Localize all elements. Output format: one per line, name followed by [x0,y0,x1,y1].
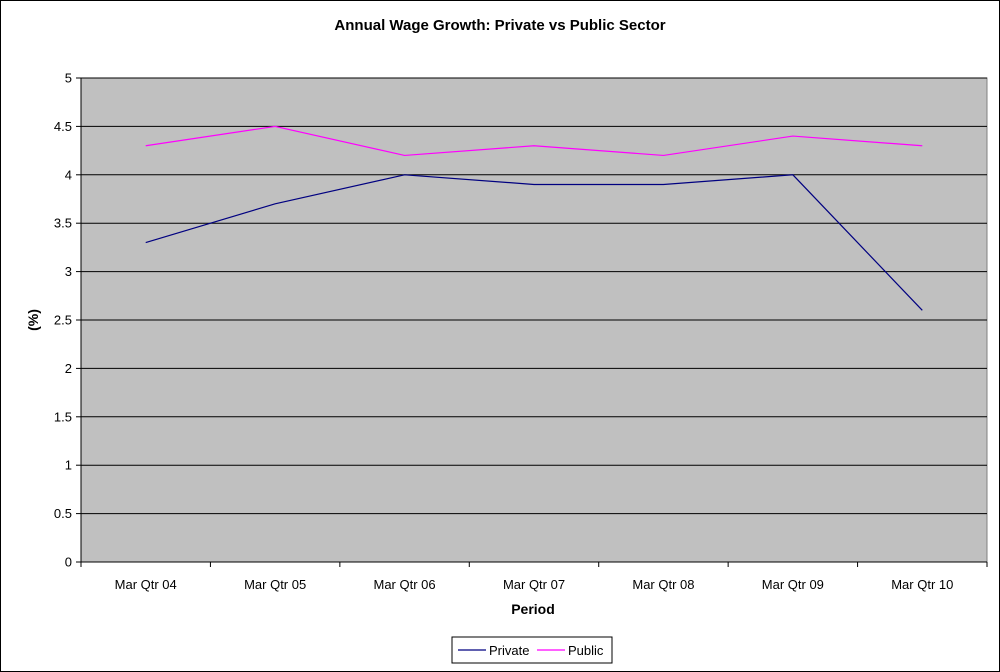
series-line-public [145,125,923,157]
legend-label-private: Private [489,643,529,658]
x-tick-label: Mar Qtr 08 [632,577,694,592]
series-line-private [145,174,923,311]
axes [76,77,988,567]
legend-label-public: Public [568,643,604,658]
x-tick-label: Mar Qtr 10 [891,577,953,592]
y-tick-labels: 0 0.5 1 1.5 2 2.5 3 3.5 4 4.5 5 [54,71,72,570]
y-tick-label: 3.5 [54,216,72,231]
y-tick-label: 3 [65,264,72,279]
y-tick-label: 2.5 [54,313,72,328]
y-tick-label: 4 [65,167,72,182]
x-axis-title: Period [511,601,555,617]
y-tick-label: 5 [65,71,72,86]
x-tick-labels: Mar Qtr 04 Mar Qtr 05 Mar Qtr 06 Mar Qtr 07… [115,577,954,592]
x-tick-label: Mar Qtr 04 [115,577,177,592]
x-tick-label: Mar Qtr 06 [374,577,436,592]
x-tick-label: Mar Qtr 05 [244,577,306,592]
y-tick-label: 1.5 [54,409,72,424]
y-tick-label: 4.5 [54,119,72,134]
x-tick-label: Mar Qtr 07 [503,577,565,592]
series-lines [145,125,923,311]
y-tick-label: 0.5 [54,506,72,521]
chart-title: Annual Wage Growth: Private vs Public Se… [334,17,665,34]
x-tick-label: Mar Qtr 09 [762,577,824,592]
y-tick-label: 2 [65,361,72,376]
legend: Private Public [451,636,613,664]
gridlines [81,77,987,515]
y-tick-label: 0 [65,555,72,570]
y-axis-title: (%) [25,309,41,331]
y-tick-label: 1 [65,458,72,473]
